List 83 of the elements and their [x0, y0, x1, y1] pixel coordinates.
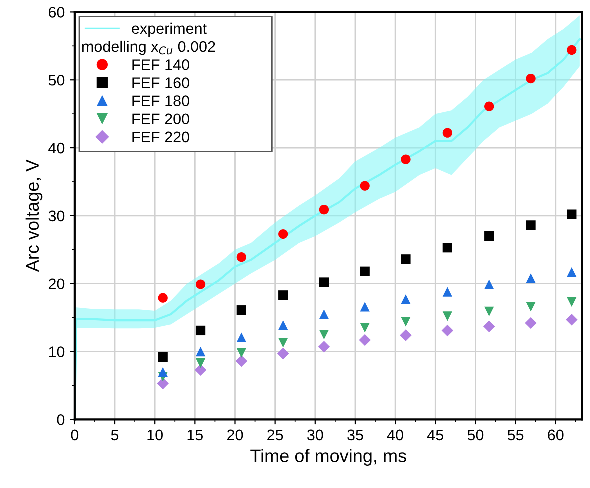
point: [158, 293, 168, 303]
point: [360, 302, 370, 312]
x-tick-label: 50: [468, 430, 484, 441]
x-tick-label: 15: [188, 430, 204, 441]
point: [442, 243, 452, 253]
point: [567, 210, 577, 220]
legend-label: FEF 180: [132, 96, 190, 106]
point: [236, 306, 246, 316]
point: [278, 229, 288, 240]
point: [319, 278, 330, 288]
point: [360, 181, 370, 191]
point: [319, 330, 330, 340]
point: [319, 205, 330, 215]
point: [236, 355, 248, 368]
point: [566, 314, 578, 326]
x-tick-label: 40: [387, 430, 404, 441]
x-tick-label: 0: [71, 430, 79, 441]
point: [196, 326, 206, 336]
point: [484, 232, 494, 242]
x-tick-label: 20: [228, 430, 244, 441]
x-tick-label: 30: [307, 430, 324, 441]
y-axis-title: Arc voltage, V: [26, 160, 43, 272]
x-tick-label: 25: [268, 430, 284, 441]
point: [526, 274, 536, 284]
point: [278, 290, 288, 300]
point: [526, 302, 536, 312]
point: [194, 364, 207, 376]
point: [526, 74, 536, 84]
point: [442, 287, 452, 297]
legend-title: modelling x$_{Cu}$ 0.002: [82, 40, 216, 56]
legend-label: FEF 200: [132, 114, 190, 125]
x-tick-label: 10: [148, 430, 163, 441]
x-tick-label: 5: [111, 430, 119, 441]
point: [442, 324, 454, 337]
point: [484, 280, 494, 290]
x-tick-label: 55: [508, 430, 524, 441]
y-tick-label: 30: [48, 210, 65, 222]
x-tick-label: 45: [427, 430, 444, 441]
x-tick-label: 60: [548, 430, 564, 441]
point: [196, 280, 206, 290]
point: [196, 358, 206, 368]
point: [401, 317, 411, 327]
legend-label: FEF 220: [132, 132, 190, 143]
point: [567, 297, 577, 307]
legend-label: FEF 160: [132, 78, 190, 88]
point: [318, 341, 330, 353]
y-tick-label: 10: [49, 346, 65, 358]
point: [567, 267, 577, 278]
point: [442, 312, 452, 322]
legend-label: FEF 140: [132, 60, 190, 70]
point: [236, 332, 246, 342]
point: [277, 348, 290, 360]
point: [158, 352, 168, 362]
point: [401, 254, 411, 264]
y-tick-label: 60: [48, 7, 65, 18]
y-tick-label: 50: [48, 74, 65, 86]
point: [484, 102, 494, 112]
point: [401, 154, 411, 164]
point: [360, 266, 370, 276]
point: [401, 294, 411, 304]
point: [236, 252, 246, 262]
point: [196, 346, 206, 357]
legend-label: experiment: [132, 22, 207, 38]
point: [484, 306, 494, 317]
point: [278, 320, 288, 330]
point: [360, 323, 370, 333]
y-tick-label: 20: [48, 278, 65, 290]
point: [278, 338, 288, 348]
point: [158, 367, 168, 377]
point: [525, 317, 537, 330]
y-tick-label: 0: [57, 414, 65, 426]
point: [157, 378, 169, 390]
y-tick-label: 40: [48, 142, 65, 154]
point: [567, 45, 577, 56]
point: [236, 348, 246, 358]
point: [359, 334, 371, 346]
point: [442, 128, 452, 138]
point: [400, 330, 412, 342]
point: [526, 220, 536, 230]
x-tick-label: 35: [348, 430, 364, 441]
x-axis-title: Time of moving, ms: [250, 449, 406, 466]
point: [319, 310, 330, 320]
point: [483, 320, 496, 333]
